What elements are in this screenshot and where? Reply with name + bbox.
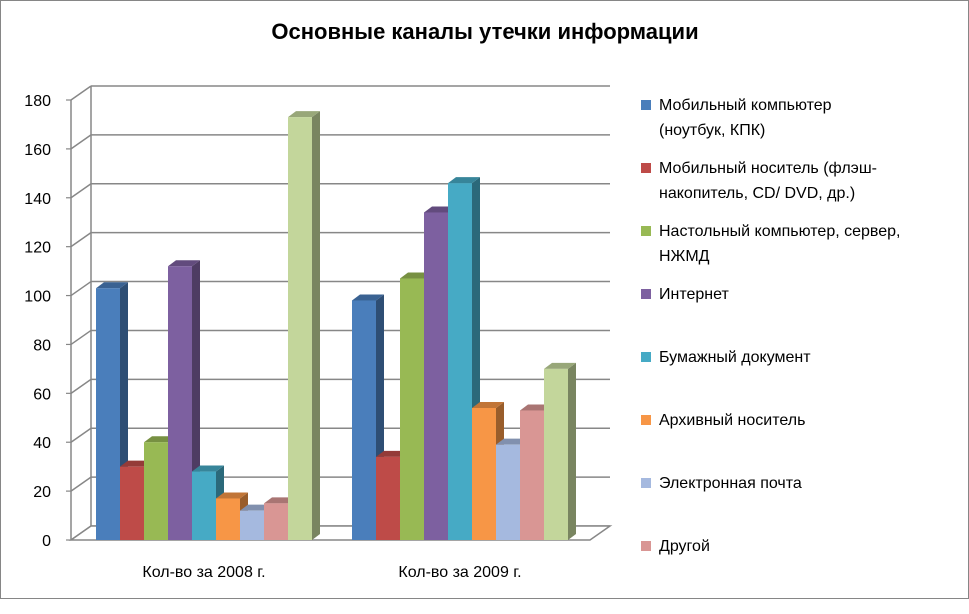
chart-title: Основные каналы утечки информации bbox=[271, 19, 699, 44]
gridline bbox=[70, 427, 92, 443]
legend-swatch bbox=[641, 100, 651, 110]
y-tick-label: 120 bbox=[24, 240, 51, 257]
gridline bbox=[70, 476, 92, 492]
legend-label-line: Бумажный документ bbox=[659, 349, 811, 366]
bar-top-face bbox=[192, 465, 224, 472]
bar bbox=[120, 466, 144, 540]
bar-top-face bbox=[472, 402, 504, 408]
legend-swatch bbox=[641, 163, 651, 173]
legend-label: Мобильный носитель (флэш-накопитель, CD/… bbox=[659, 156, 959, 206]
legend-label-line: НЖМД bbox=[659, 248, 710, 265]
gridline bbox=[70, 280, 92, 297]
bar bbox=[192, 471, 216, 540]
legend-label: Архивный носитель bbox=[659, 408, 959, 433]
gridline bbox=[70, 232, 92, 248]
gridline bbox=[70, 329, 92, 346]
legend-label-line: Электронная почта bbox=[659, 475, 802, 492]
bar-side-face bbox=[312, 111, 320, 540]
legend-label-line: Мобильный носитель (флэш- bbox=[659, 160, 878, 177]
y-tick-label: 140 bbox=[24, 191, 51, 208]
legend-label-line: (ноутбук, КПК) bbox=[659, 122, 766, 139]
chart-frame: Основные каналы утечки информации 0 20 40 6… bbox=[0, 0, 969, 599]
legend-label: Настольный компьютер, сервер, НЖМД bbox=[659, 219, 959, 269]
bar bbox=[424, 212, 448, 540]
bar bbox=[400, 278, 424, 540]
legend-label-line: Мобильный компьютер bbox=[659, 97, 832, 114]
bar-top-face bbox=[448, 177, 480, 184]
bar-top-face bbox=[288, 111, 320, 118]
bar bbox=[448, 183, 472, 540]
bar-side-face bbox=[568, 362, 576, 540]
bar bbox=[288, 117, 312, 540]
y-tick-label: 80 bbox=[33, 337, 51, 354]
legend-label: Мобильный компьютер (ноутбук, КПК) bbox=[659, 93, 959, 143]
legend-label: Другой bbox=[659, 534, 959, 559]
gridline bbox=[70, 183, 92, 199]
legend-label-line: Другой bbox=[659, 538, 710, 555]
y-tick-label: 60 bbox=[33, 386, 51, 403]
legend-swatch bbox=[641, 226, 651, 236]
y-tick-label: 180 bbox=[24, 93, 51, 110]
bar bbox=[496, 444, 520, 540]
bar bbox=[264, 503, 288, 540]
legend-label: Интернет bbox=[659, 282, 959, 307]
bar bbox=[544, 368, 568, 540]
legend-label: Бумажный документ bbox=[659, 345, 959, 370]
legend-swatch bbox=[641, 541, 651, 551]
bar bbox=[240, 510, 264, 540]
gridline bbox=[70, 85, 92, 101]
bar bbox=[376, 456, 400, 540]
bar bbox=[520, 410, 544, 540]
bar bbox=[144, 442, 168, 540]
legend-label-line: Настольный компьютер, сервер, bbox=[659, 223, 901, 240]
bar bbox=[216, 498, 240, 540]
y-tick-label: 100 bbox=[24, 289, 51, 306]
legend-swatch bbox=[641, 352, 651, 362]
bar bbox=[168, 266, 192, 540]
legend-swatch bbox=[641, 478, 651, 488]
bar-top-face bbox=[96, 282, 128, 289]
y-tick-label: 0 bbox=[42, 533, 51, 550]
bar-top-face bbox=[216, 492, 248, 499]
legend-label-line: Архивный носитель bbox=[659, 412, 806, 429]
legend-label-line: накопитель, CD/ DVD, др.) bbox=[659, 185, 856, 202]
bar-top-face bbox=[352, 294, 384, 301]
bar bbox=[352, 300, 376, 540]
legend-swatch bbox=[641, 415, 651, 425]
y-tick-label: 160 bbox=[24, 142, 51, 159]
x-tick-label: Кол-во за 2008 г. bbox=[142, 564, 265, 581]
y-tick-label: 40 bbox=[33, 435, 51, 452]
gridline bbox=[70, 134, 92, 150]
legend-label: Электронная почта bbox=[659, 471, 959, 496]
chart-plot-area: 0 20 40 60 80 100 120 140 160 180 Кол-во за 2008 г… bbox=[24, 85, 613, 581]
bar-top-face bbox=[544, 362, 576, 369]
legend-swatch bbox=[641, 289, 651, 299]
legend-label-line: Интернет bbox=[659, 286, 729, 303]
y-tick-label: 20 bbox=[33, 484, 51, 501]
bar bbox=[96, 288, 120, 540]
x-tick-label: Кол-во за 2009 г. bbox=[398, 564, 521, 581]
gridline bbox=[70, 378, 92, 394]
bar bbox=[472, 408, 496, 540]
bar-top-face bbox=[168, 260, 200, 267]
